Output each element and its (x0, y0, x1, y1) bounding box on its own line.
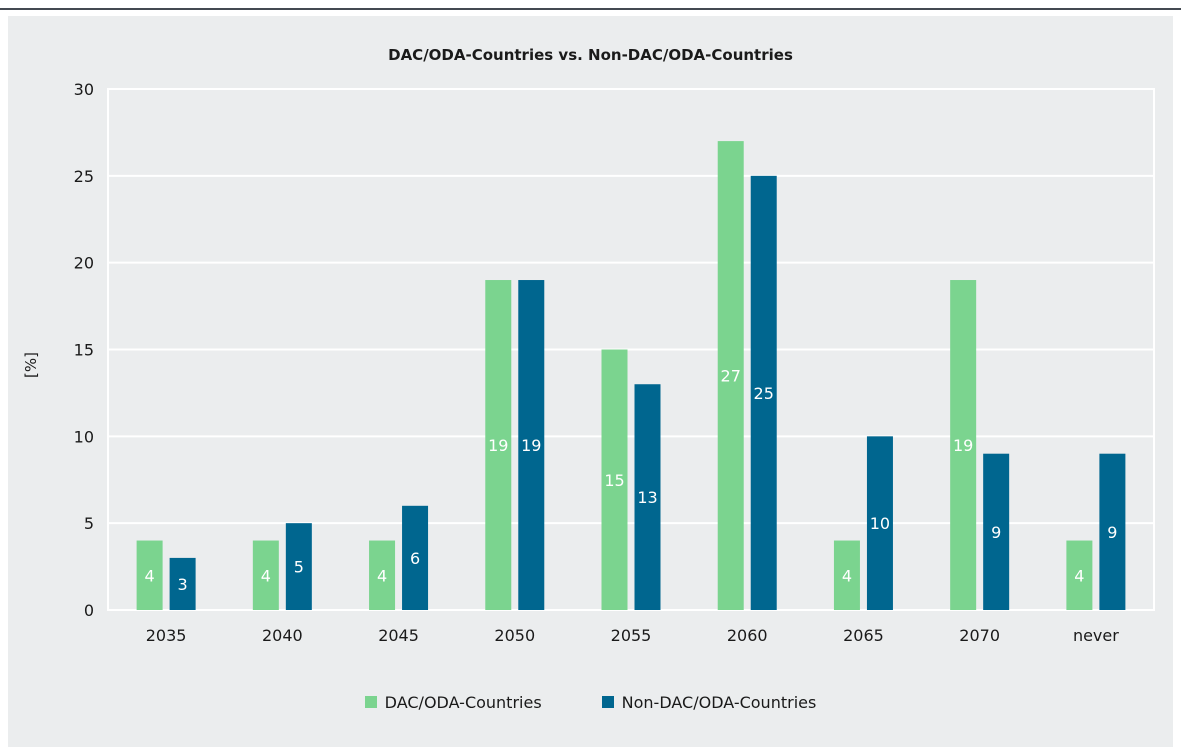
bar-dac (1066, 540, 1093, 610)
bar-dac (369, 540, 396, 610)
bar-data-label: 5 (294, 558, 304, 577)
bar-dac (136, 540, 163, 610)
bar-data-label: 9 (991, 523, 1001, 542)
legend-swatch-non-dac (601, 696, 614, 708)
y-tick-label: 25 (74, 167, 94, 186)
chart-panel: DAC/ODA-Countries vs. Non-DAC/ODA-Countr… (8, 16, 1173, 747)
bar-data-label: 27 (721, 367, 741, 386)
bar-data-label: 19 (488, 436, 508, 455)
legend-item-dac: DAC/ODA-Countries (364, 692, 542, 712)
y-tick-label: 30 (74, 80, 94, 99)
bar-non-dac (750, 175, 777, 611)
y-tick-label: 5 (84, 514, 94, 533)
chart-title: DAC/ODA-Countries vs. Non-DAC/ODA-Countr… (388, 46, 793, 64)
bar-non-dac (866, 436, 893, 610)
bar-data-label: 4 (145, 566, 155, 585)
legend-label-non-dac: Non-DAC/ODA-Countries (621, 692, 817, 712)
x-tick-label: 2045 (378, 626, 419, 645)
bar-data-label: 19 (953, 436, 973, 455)
y-tick-label: 15 (74, 341, 94, 360)
bar-non-dac (1099, 453, 1126, 610)
chart-plot: 0 5 10 15 20 25 30 4 3 2035 4 5 2040 4 6 2045 19 19 2050 15… (74, 80, 1155, 645)
bar-dac (833, 540, 860, 610)
bar-data-label: 4 (842, 566, 852, 585)
bar-non-dac (402, 505, 429, 610)
bar-data-label: 25 (754, 384, 774, 403)
bar-dac (601, 349, 628, 610)
legend: DAC/ODA-Countries Non-DAC/ODA-Countries (8, 690, 1173, 714)
bar-data-label: 10 (870, 514, 890, 533)
bar-data-label: 6 (410, 549, 420, 568)
bar-non-dac (169, 557, 196, 610)
x-tick-label: 2055 (611, 626, 652, 645)
x-tick-label: 2065 (843, 626, 884, 645)
bar-non-dac (518, 280, 545, 610)
bar-dac (485, 280, 512, 610)
bar-dac (717, 141, 744, 610)
bar-dac (950, 280, 977, 610)
bar-data-label: 3 (178, 575, 188, 594)
bar-dac (252, 540, 279, 610)
y-tick-label: 0 (84, 601, 94, 620)
x-tick-label: 2070 (959, 626, 1000, 645)
x-tick-label: 2035 (146, 626, 187, 645)
x-tick-label: never (1073, 626, 1119, 645)
top-divider (0, 0, 1181, 10)
bar-data-label: 4 (377, 566, 387, 585)
legend-swatch-dac (364, 696, 377, 708)
bar-data-label: 13 (637, 488, 657, 507)
legend-label-dac: DAC/ODA-Countries (384, 692, 542, 712)
bar-data-label: 15 (604, 471, 624, 490)
bar-data-label: 4 (1074, 566, 1084, 585)
bar-non-dac (285, 523, 312, 610)
y-tick-label: 20 (74, 254, 94, 273)
y-tick-label: 10 (74, 427, 94, 446)
bar-non-dac (983, 453, 1010, 610)
x-tick-label: 2050 (494, 626, 535, 645)
x-tick-label: 2060 (727, 626, 768, 645)
bar-data-label: 9 (1107, 523, 1117, 542)
bar-non-dac (634, 384, 661, 610)
bar-data-label: 19 (521, 436, 541, 455)
bar-data-label: 4 (261, 566, 271, 585)
x-tick-label: 2040 (262, 626, 303, 645)
legend-item-non-dac: Non-DAC/ODA-Countries (601, 692, 817, 712)
